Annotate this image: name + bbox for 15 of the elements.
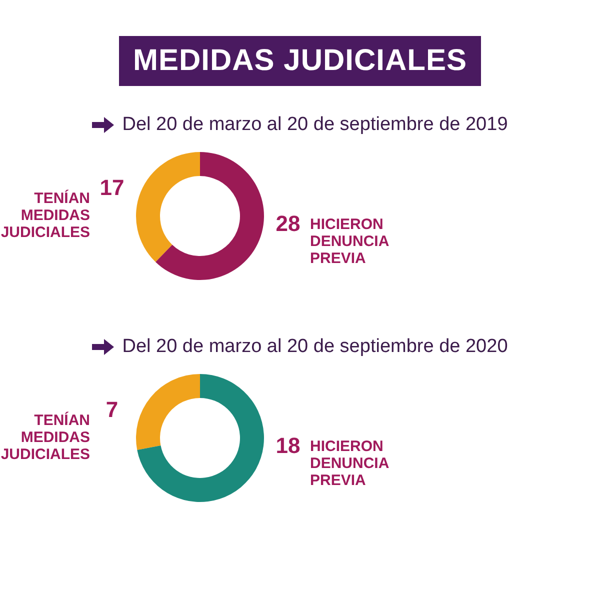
data-label: 7 [106,397,118,422]
data-label: 17 [100,175,124,200]
chart-subtitle: Del 20 de marzo al 20 de septiembre de 2019 [122,114,508,136]
slice-label: HICIERON DENUNCIA PREVIA [310,216,390,267]
chart-title: MEDIDAS JUDICIALES [118,36,482,86]
donut-slice [136,152,200,262]
chart-subtitle: Del 20 de marzo al 20 de septiembre de 2020 [122,336,508,358]
slice-label: HICIERON DENUNCIA PREVIA [310,438,390,489]
data-label: 18 [276,433,300,458]
slice-label: TENÍAN MEDIDAS JUDICIALES [0,411,90,463]
donut-slice [156,152,264,280]
donut-slice [136,374,200,450]
data-label: 28 [276,211,300,236]
slice-label: TENÍAN MEDIDAS JUDICIALES [0,189,90,241]
donut-slice [137,374,264,502]
